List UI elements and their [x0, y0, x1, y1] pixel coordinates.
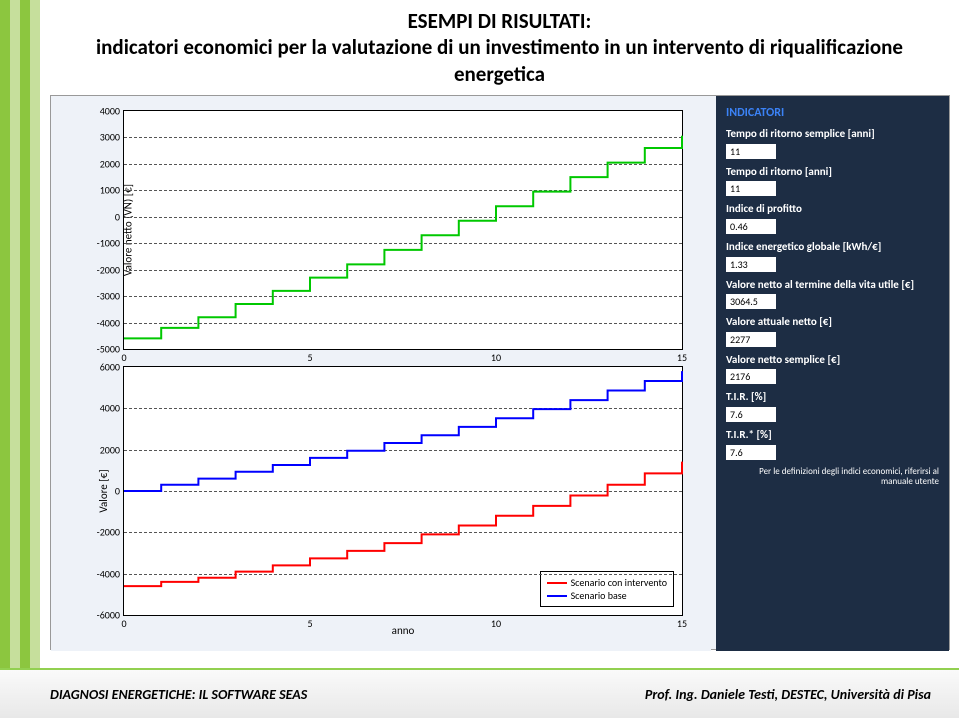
ytick: -1000	[97, 237, 120, 250]
indicator-3: Indice energetico globale [kWh/€] 1.33	[726, 241, 939, 272]
ytick: 0	[115, 210, 120, 223]
ylabel-bot: Valore [€]	[97, 469, 110, 512]
ytick: 2000	[100, 157, 120, 170]
indicator-label-2: Indice di profitto	[726, 203, 939, 216]
title-line2: indicatori economici per la valutazione …	[80, 34, 919, 87]
indicator-8: T.I.R.* [%] 7.6	[726, 429, 939, 460]
indicator-2: Indice di profitto 0.46	[726, 203, 939, 234]
xtick: 5	[307, 617, 312, 630]
xtick: 0	[121, 351, 126, 364]
chart-top: Valore netto (VN) [€] -5000-4000-3000-20…	[123, 110, 683, 350]
plot-region: Valore netto (VN) [€] -5000-4000-3000-20…	[51, 96, 711, 651]
xtick: 15	[677, 351, 687, 364]
indicator-5: Valore attuale netto [€] 2277	[726, 316, 939, 347]
ytick: -3000	[97, 290, 120, 303]
indicator-4: Valore netto al termine della vita utile…	[726, 279, 939, 310]
ytick: -6000	[97, 609, 120, 622]
xtick: 5	[307, 351, 312, 364]
footer-right: Prof. Ing. Daniele Testi, DESTEC, Univer…	[645, 686, 931, 703]
indicators-note: Per le definizioni degli indici economic…	[726, 467, 939, 488]
indicator-value-0: 11	[726, 144, 776, 159]
series-Scenario con intervento	[124, 462, 682, 586]
indicator-value-2: 0.46	[726, 219, 776, 234]
series-Scenario base	[124, 371, 682, 491]
indicator-1: Tempo di ritorno [anni] 11	[726, 166, 939, 197]
indicator-value-4: 3064.5	[726, 294, 776, 309]
indicator-value-1: 11	[726, 181, 776, 196]
ytick: -4000	[97, 316, 120, 329]
indicator-value-3: 1.33	[726, 257, 776, 272]
xtick: 15	[677, 617, 687, 630]
side-stripes	[0, 0, 40, 718]
indicator-value-6: 2176	[726, 369, 776, 384]
indicator-label-4: Valore netto al termine della vita utile…	[726, 279, 939, 292]
indicator-label-6: Valore netto semplice [€]	[726, 354, 939, 367]
title-block: ESEMPI DI RISULTATI: indicatori economic…	[40, 0, 959, 91]
indicator-label-1: Tempo di ritorno [anni]	[726, 166, 939, 179]
ytick: -2000	[97, 263, 120, 276]
ytick: -5000	[97, 343, 120, 356]
indicator-label-8: T.I.R.* [%]	[726, 429, 939, 442]
ytick: 3000	[100, 131, 120, 144]
series-VN	[124, 136, 682, 339]
ytick: 6000	[100, 361, 120, 374]
chart-bottom: Valore [€] anno Scenario con intervento …	[123, 366, 683, 616]
indicator-label-3: Indice energetico globale [kWh/€]	[726, 241, 939, 254]
footer: DIAGNOSI ENERGETICHE: IL SOFTWARE SEAS P…	[0, 668, 959, 718]
title-line1: ESEMPI DI RISULTATI:	[80, 8, 919, 34]
ytick: -4000	[97, 567, 120, 580]
ytick: 2000	[100, 443, 120, 456]
footer-left: DIAGNOSI ENERGETICHE: IL SOFTWARE SEAS	[50, 686, 307, 703]
ytick: -2000	[97, 526, 120, 539]
xlabel-bot: anno	[392, 624, 415, 637]
indicator-0: Tempo di ritorno semplice [anni] 11	[726, 128, 939, 159]
indicator-6: Valore netto semplice [€] 2176	[726, 354, 939, 385]
indicator-label-7: T.I.R. [%]	[726, 391, 939, 404]
xtick: 10	[491, 617, 501, 630]
indicator-value-5: 2277	[726, 332, 776, 347]
indicators-header: INDICATORI	[726, 106, 939, 120]
indicator-label-5: Valore attuale netto [€]	[726, 316, 939, 329]
ytick: 4000	[100, 402, 120, 415]
chart-area: Valore netto (VN) [€] -5000-4000-3000-20…	[50, 95, 950, 650]
ytick: 0	[115, 485, 120, 498]
slide-content: ESEMPI DI RISULTATI: indicatori economic…	[40, 0, 959, 718]
ytick: 4000	[100, 105, 120, 118]
ytick: 1000	[100, 184, 120, 197]
indicator-value-8: 7.6	[726, 445, 776, 460]
indicator-7: T.I.R. [%] 7.6	[726, 391, 939, 422]
xtick: 10	[491, 351, 501, 364]
indicator-label-0: Tempo di ritorno semplice [anni]	[726, 128, 939, 141]
indicators-panel: INDICATORI Tempo di ritorno semplice [an…	[716, 96, 949, 651]
indicator-value-7: 7.6	[726, 407, 776, 422]
xtick: 0	[121, 617, 126, 630]
